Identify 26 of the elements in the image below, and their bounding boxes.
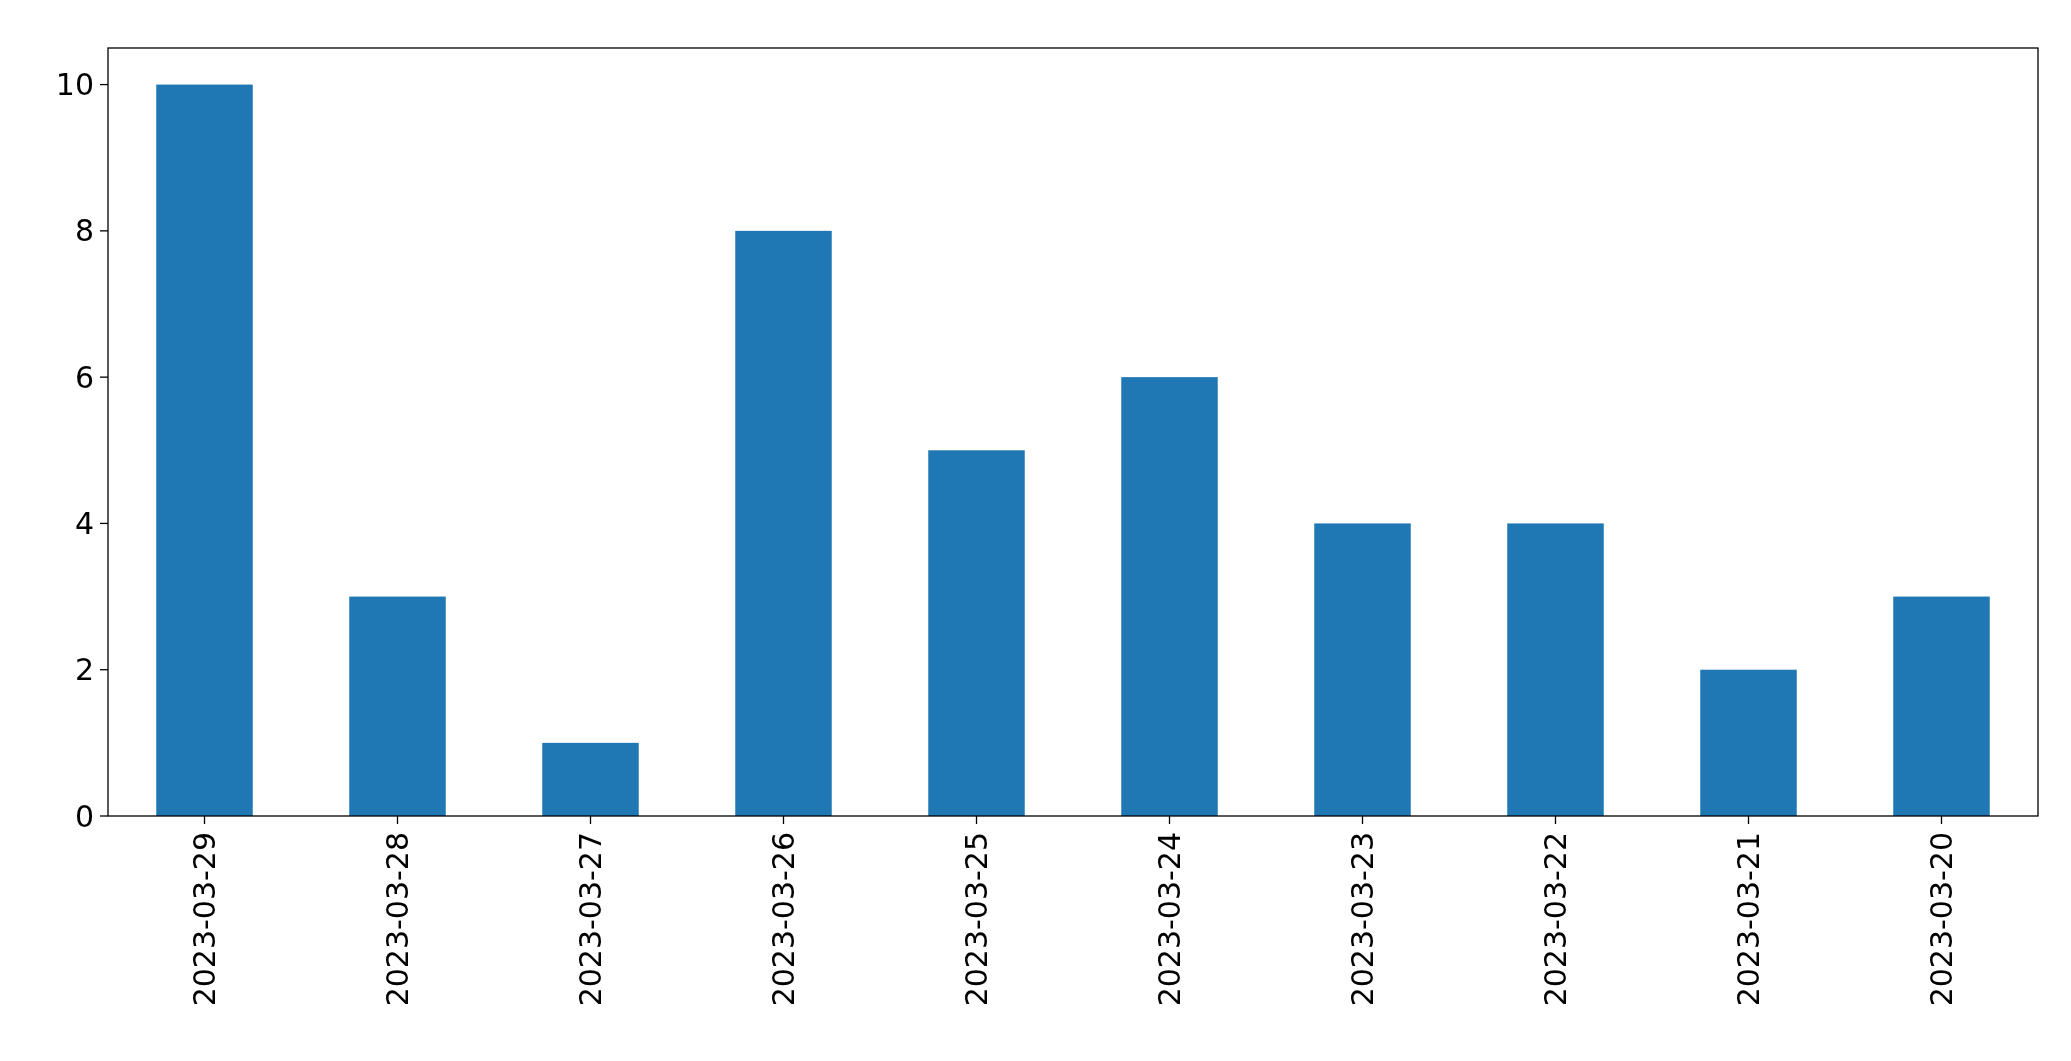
bar [735,230,832,816]
bar [1314,523,1411,816]
x-tick-label: 2023-03-28 [380,832,415,1007]
x-tick-label: 2023-03-23 [1345,832,1380,1007]
x-tick-label: 2023-03-26 [766,832,801,1007]
x-tick-label: 2023-03-27 [573,832,608,1007]
y-tick-label: 8 [74,213,94,249]
x-tick-label: 2023-03-22 [1538,832,1573,1007]
bar [1121,377,1218,816]
x-tick-label: 2023-03-20 [1924,832,1959,1007]
y-tick-label: 4 [74,505,94,541]
y-tick-label: 6 [74,359,94,395]
x-tick-label: 2023-03-25 [959,832,994,1007]
bar [156,84,253,816]
y-tick-label: 2 [74,652,94,688]
bar [1507,523,1604,816]
x-tick-label: 2023-03-24 [1152,832,1187,1007]
x-tick-label: 2023-03-21 [1731,832,1766,1007]
bar [1893,596,1990,816]
x-tick-label: 2023-03-29 [187,832,222,1007]
bar [1700,669,1797,816]
y-tick-label: 10 [55,67,94,103]
bar [349,596,446,816]
bar [542,742,639,816]
bar [928,450,1025,816]
y-tick-label: 0 [74,798,94,834]
